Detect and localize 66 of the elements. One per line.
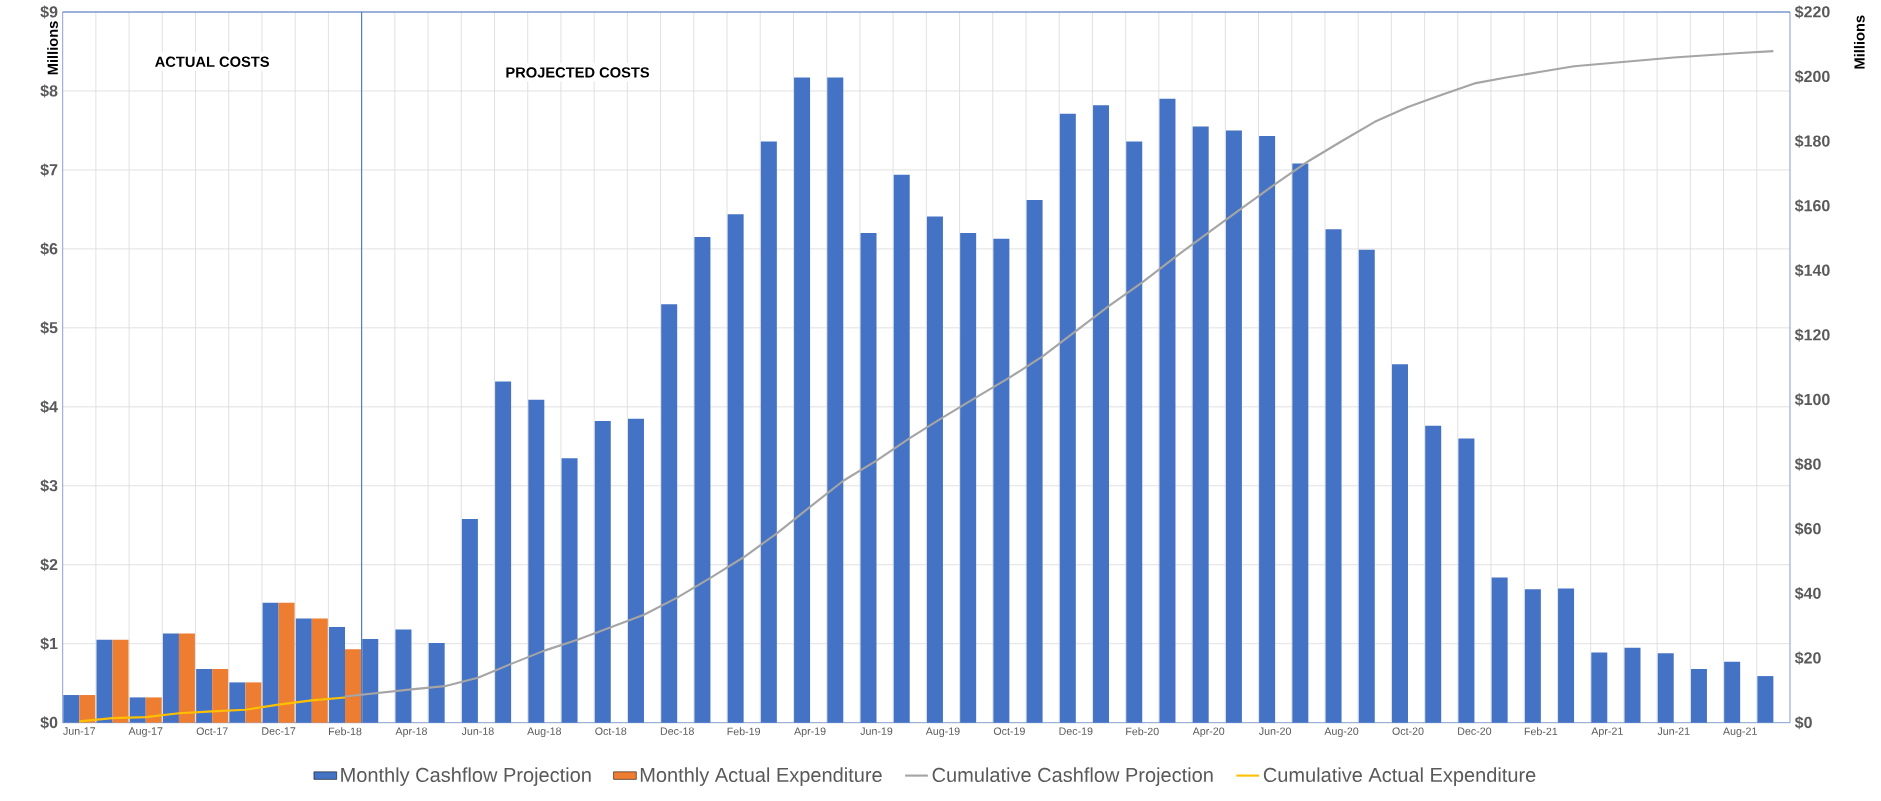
legend-label: Cumulative Cashflow Projection bbox=[932, 767, 1213, 786]
y2-tick-label: $80 bbox=[1794, 457, 1821, 471]
x-tick-label: Dec-17 bbox=[262, 727, 296, 735]
x-tick-label: Feb-18 bbox=[329, 727, 362, 736]
y-tick-label: $6 bbox=[40, 242, 58, 256]
x-tick-label: Dec-20 bbox=[1458, 727, 1492, 735]
y-tick-label: $4 bbox=[40, 400, 58, 414]
y-tick-label: $8 bbox=[40, 84, 58, 98]
bar bbox=[79, 695, 96, 723]
y2-tick-label: $160 bbox=[1794, 199, 1830, 213]
line-series bbox=[78, 696, 347, 723]
x-tick-label: Feb-19 bbox=[727, 727, 761, 736]
x-tick-label: Aug-17 bbox=[128, 727, 163, 737]
y2-axis-title: Millions bbox=[1853, 15, 1865, 69]
legend-label: Monthly Actual Expenditure bbox=[640, 767, 882, 786]
x-tick-label: Apr-21 bbox=[1591, 727, 1623, 738]
x-tick-label: Oct-20 bbox=[1392, 727, 1424, 735]
x-tick-label: Jun-19 bbox=[860, 727, 893, 735]
y2-tick-label: $120 bbox=[1794, 328, 1830, 342]
x-tick-label: Dec-19 bbox=[1059, 727, 1093, 735]
x-tick-label: Jun-21 bbox=[1657, 727, 1690, 735]
bar bbox=[178, 633, 195, 723]
y2-tick-label: $100 bbox=[1794, 393, 1830, 407]
y-tick-label: $9 bbox=[40, 5, 58, 19]
x-tick-label: Aug-20 bbox=[1324, 727, 1359, 738]
bar bbox=[212, 668, 229, 723]
legend-label: Cumulative Actual Expenditure bbox=[1263, 767, 1536, 786]
y-tick-label: $7 bbox=[40, 163, 58, 177]
x-tick-label: Dec-18 bbox=[660, 727, 694, 735]
y-tick-label: $0 bbox=[40, 716, 58, 730]
y2-tick-label: $0 bbox=[1794, 716, 1812, 730]
x-tick-label: Aug-18 bbox=[527, 727, 562, 738]
y2-tick-label: $200 bbox=[1794, 70, 1830, 84]
bar bbox=[345, 649, 362, 723]
x-tick-label: Oct-19 bbox=[993, 727, 1025, 735]
y-axis-title: Millions bbox=[47, 21, 58, 75]
x-tick-label: Jun-20 bbox=[1258, 727, 1291, 735]
x-tick-label: Aug-21 bbox=[1722, 727, 1757, 738]
y-tick-label: $3 bbox=[40, 479, 58, 493]
x-tick-label: Apr-19 bbox=[794, 727, 826, 738]
y2-tick-label: $20 bbox=[1794, 651, 1821, 665]
annotation: PROJECTED COSTS bbox=[506, 67, 650, 78]
y2-tick-label: $40 bbox=[1794, 586, 1821, 600]
y2-tick-label: $220 bbox=[1794, 5, 1830, 19]
y-tick-label: $2 bbox=[40, 558, 58, 572]
x-tick-label: Jun-17 bbox=[63, 727, 96, 735]
x-tick-label: Apr-20 bbox=[1192, 727, 1225, 738]
y2-tick-label: $180 bbox=[1794, 134, 1830, 148]
x-tick-label: Apr-18 bbox=[395, 727, 427, 738]
x-tick-label: Feb-20 bbox=[1126, 727, 1159, 736]
x-tick-label: Aug-19 bbox=[925, 727, 960, 738]
x-tick-label: Jun-18 bbox=[461, 727, 494, 735]
y2-tick-label: $140 bbox=[1794, 263, 1830, 277]
y-tick-label: $5 bbox=[40, 321, 58, 335]
x-tick-label: Oct-18 bbox=[595, 727, 627, 735]
legend-label: Monthly Cashflow Projection bbox=[341, 767, 591, 786]
bar bbox=[311, 618, 328, 723]
annotation: ACTUAL COSTS bbox=[155, 56, 269, 67]
x-tick-label: Oct-17 bbox=[196, 727, 228, 735]
bar bbox=[245, 682, 262, 723]
bar bbox=[278, 602, 295, 723]
bar bbox=[145, 697, 162, 723]
x-tick-label: Feb-21 bbox=[1524, 727, 1558, 736]
y2-tick-label: $60 bbox=[1794, 522, 1821, 536]
y-tick-label: $1 bbox=[40, 637, 58, 651]
bar bbox=[112, 639, 129, 723]
